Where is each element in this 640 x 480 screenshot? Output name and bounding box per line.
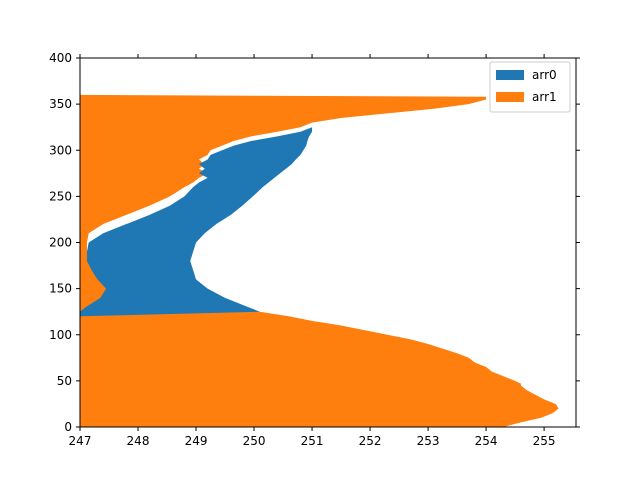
series-fills [80,94,559,428]
x-tick-label: 249 [185,434,208,448]
x-tick-label: 255 [533,434,556,448]
legend: arr0 arr1 [489,61,571,113]
y-tick-label: 150 [49,282,72,296]
legend-label-arr0: arr0 [532,68,557,82]
y-tick-label: 300 [49,143,72,157]
y-tick-label: 400 [49,51,72,65]
legend-swatch-arr0 [496,70,524,80]
axis-ticks: 247 248 249 250 251 252 253 254 255 0 50 100 150 200 2… [49,51,580,448]
y-tick-label: 0 [64,420,72,434]
y-tick-label: 350 [49,97,72,111]
y-tick-label: 200 [49,236,72,250]
x-tick-label: 254 [475,434,498,448]
x-tick-label: 253 [417,434,440,448]
x-tick-label: 251 [301,434,324,448]
y-tick-label: 100 [49,328,72,342]
x-tick-label: 247 [69,434,92,448]
series-fill-arr0 [80,96,336,427]
legend-label-arr1: arr1 [532,90,557,104]
legend-box [489,61,571,113]
series-fill-arr1 [80,94,559,428]
x-tick-label: 252 [359,434,382,448]
x-tick-label: 248 [127,434,150,448]
y-tick-label: 50 [57,374,72,388]
y-tick-label: 250 [49,189,72,203]
legend-swatch-arr1 [496,92,524,102]
x-tick-label: 250 [243,434,266,448]
